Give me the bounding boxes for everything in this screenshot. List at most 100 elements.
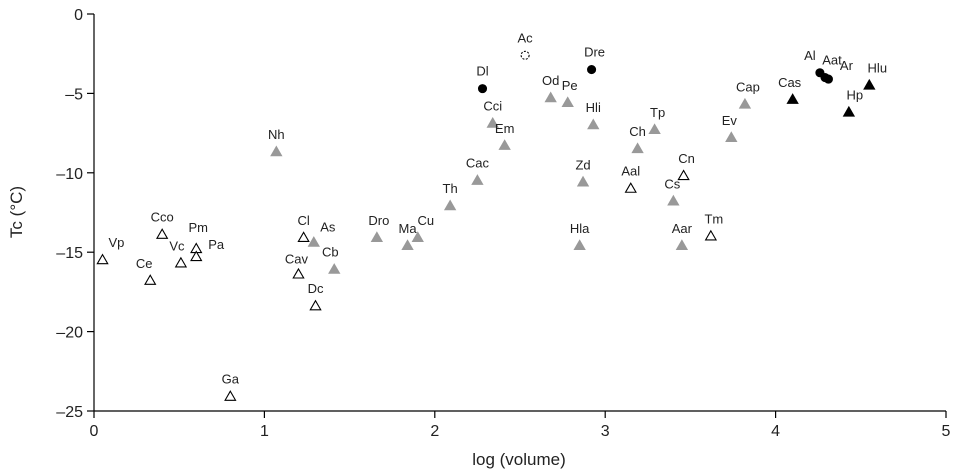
data-point-vc [174, 256, 188, 268]
data-point-pe [561, 96, 574, 108]
data-point-ch [631, 142, 644, 154]
data-point-cas [786, 93, 799, 104]
point-label-ga: Ga [222, 372, 240, 387]
point-label-hp: Hp [847, 87, 864, 102]
point-label-cu: Cu [417, 213, 434, 228]
data-point-nh [270, 145, 283, 157]
data-point-cac [471, 174, 484, 185]
point-label-ar: Ar [840, 58, 854, 73]
x-tick-label: 4 [771, 423, 780, 440]
data-point-hp [842, 105, 856, 117]
point-label-cci: Cci [483, 99, 502, 114]
point-label-od: Od [542, 73, 559, 88]
point-label-ce: Ce [136, 256, 153, 271]
point-label-ev: Ev [722, 113, 738, 128]
data-point-cci [486, 116, 499, 128]
data-point-cco [155, 228, 169, 239]
y-tick-label: –15 [56, 245, 83, 262]
data-point-tm [704, 229, 718, 241]
axes: 0 1 2 3 4 5 0 –5 –10 –15 –20 –25 [56, 7, 950, 440]
data-point-hlu [863, 78, 876, 90]
x-axis-label: log (volume) [472, 450, 566, 469]
x-tick-label: 5 [942, 423, 951, 440]
point-label-cn: Cn [678, 151, 695, 166]
x-tick-label: 1 [260, 423, 269, 440]
x-tick-label: 3 [601, 423, 610, 440]
y-tick-label: –20 [56, 325, 83, 342]
data-point-cs [667, 194, 680, 206]
point-label-aar: Aar [672, 221, 693, 236]
data-point-th [443, 199, 457, 211]
data-point-aar [675, 239, 689, 250]
point-label-nh: Nh [268, 127, 285, 142]
point-label-th: Th [443, 181, 458, 196]
data-point-zd [576, 175, 590, 187]
data-point-ev [725, 131, 738, 142]
data-point-cap [738, 97, 752, 109]
point-label-ma: Ma [399, 221, 418, 236]
point-label-pa: Pa [208, 237, 225, 252]
point-label-dro: Dro [368, 213, 389, 228]
point-label-dre: Dre [584, 45, 605, 60]
point-label-tm: Tm [704, 211, 723, 226]
point-label-cas: Cas [778, 75, 802, 90]
point-label-cap: Cap [736, 80, 760, 95]
point-label-pe: Pe [562, 78, 578, 93]
y-tick-label: –10 [56, 166, 83, 183]
point-label-cco: Cco [151, 210, 174, 225]
data-point-hla [573, 239, 586, 250]
point-label-hla: Hla [570, 221, 590, 236]
x-tick-label: 2 [430, 423, 439, 440]
data-point-ce [144, 274, 157, 285]
data-point-cu [411, 231, 424, 243]
data-point-cl [297, 231, 310, 243]
data-point-vp [96, 253, 109, 265]
x-tick-label: 0 [90, 423, 99, 440]
point-label-al: Al [804, 48, 816, 63]
data-points [96, 50, 876, 401]
point-label-dc: Dc [308, 281, 324, 296]
point-label-aat: Aat [822, 53, 842, 68]
point-label-tp: Tp [650, 105, 665, 120]
data-point-ac [520, 50, 530, 60]
point-label-cav: Cav [285, 251, 309, 266]
point-label-hlu: Hlu [868, 60, 888, 75]
point-label-vc: Vc [169, 238, 185, 253]
point-label-dl: Dl [476, 64, 488, 79]
point-label-cs: Cs [664, 176, 680, 191]
point-label-cl: Cl [297, 213, 309, 228]
point-label-cac: Cac [466, 156, 490, 171]
y-tick-label: –5 [65, 86, 83, 103]
data-point-tp [648, 123, 661, 135]
data-point-hli [587, 118, 600, 130]
data-point-dl [477, 84, 488, 94]
point-label-ac: Ac [518, 30, 534, 45]
y-tick-label: –25 [56, 404, 83, 421]
data-point-ar [823, 74, 833, 84]
point-label-hli: Hli [586, 100, 601, 115]
data-point-ma [401, 239, 414, 250]
y-tick-label: 0 [74, 7, 83, 24]
data-point-cn [677, 169, 690, 181]
point-label-em: Em [495, 121, 515, 136]
data-point-cav [292, 267, 305, 279]
point-label-vp: Vp [109, 235, 125, 250]
point-label-as: As [320, 220, 336, 235]
data-point-dc [309, 299, 322, 311]
point-label-ch: Ch [629, 124, 646, 139]
point-label-pm: Pm [188, 220, 208, 235]
y-axis-label: Tc (°C) [7, 186, 26, 238]
data-point-cb [328, 263, 341, 274]
data-point-dro [370, 231, 384, 243]
point-label-zd: Zd [575, 157, 590, 172]
data-point-em [498, 139, 511, 150]
data-point-pa [190, 250, 203, 262]
point-label-aal: Aal [621, 164, 640, 179]
data-point-od [544, 91, 557, 103]
data-point-as [307, 236, 320, 247]
data-point-aal [624, 182, 637, 193]
data-point-ga [224, 390, 237, 401]
point-label-cb: Cb [322, 245, 339, 260]
